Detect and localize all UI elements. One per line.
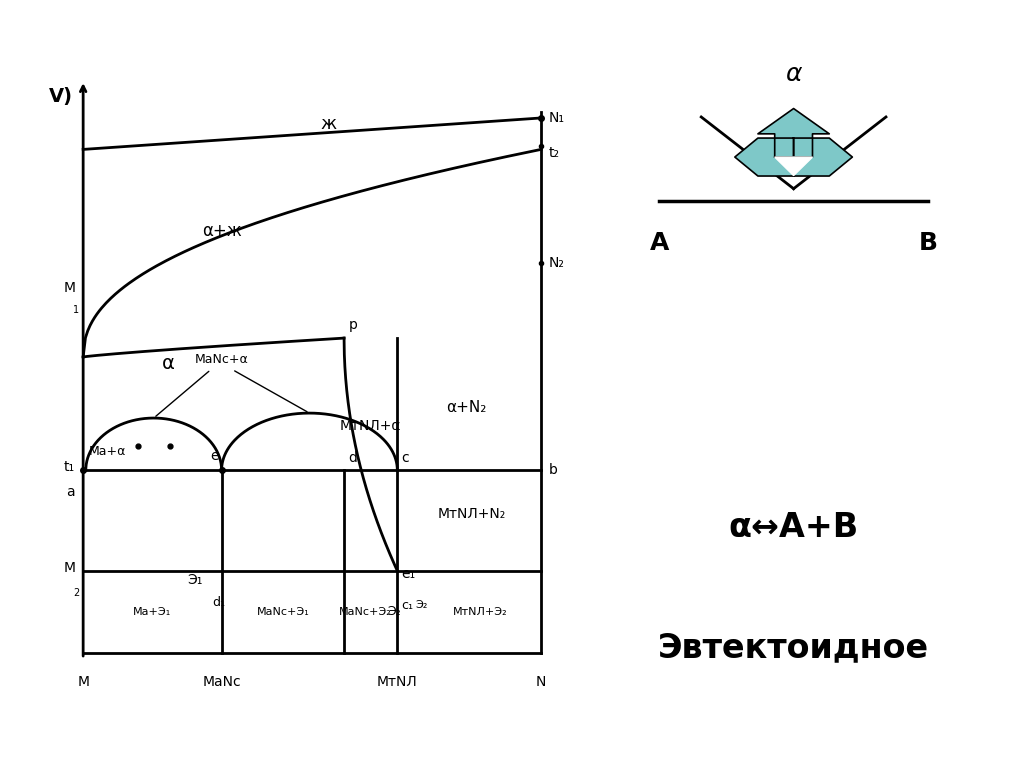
Text: Mа+Э₁: Mа+Э₁ (133, 607, 171, 617)
Text: MтNЛ+Э₂: MтNЛ+Э₂ (453, 607, 507, 617)
Polygon shape (758, 108, 829, 157)
Text: M: M (77, 675, 89, 689)
Text: c₁: c₁ (401, 599, 414, 612)
Text: α↔A+B: α↔A+B (728, 511, 859, 544)
Polygon shape (735, 138, 794, 176)
Text: α: α (785, 62, 802, 86)
Text: d: d (348, 451, 357, 465)
Text: t₂: t₂ (549, 146, 560, 160)
Text: B: B (919, 231, 937, 255)
Text: d₁: d₁ (212, 596, 225, 609)
Text: Э₁: Э₁ (187, 573, 203, 588)
Text: ж: ж (321, 115, 336, 133)
Polygon shape (775, 157, 812, 176)
Text: e₁: e₁ (401, 567, 416, 581)
Text: N₁: N₁ (549, 111, 565, 125)
Text: Э₂: Э₂ (415, 601, 427, 611)
Text: 1: 1 (74, 305, 80, 315)
Text: MаNс+α: MаNс+α (195, 354, 249, 367)
Text: MтNЛ+N₂: MтNЛ+N₂ (437, 507, 506, 522)
Text: e: e (210, 449, 219, 463)
Text: 2: 2 (73, 588, 80, 598)
Text: MтNЛ+α: MтNЛ+α (340, 419, 401, 433)
Text: α: α (162, 354, 175, 373)
Text: MаNс: MаNс (203, 675, 241, 689)
Text: c: c (401, 451, 410, 465)
Text: MаNс+Э₂: MаNс+Э₂ (339, 607, 392, 617)
Text: A: A (649, 231, 669, 255)
Text: Эвтектоидное: Эвтектоидное (658, 631, 929, 665)
Text: M: M (63, 561, 75, 574)
Text: MтNЛ: MтNЛ (377, 675, 418, 689)
Text: M: M (63, 281, 75, 295)
Text: MаNс+Э₁: MаNс+Э₁ (256, 607, 309, 617)
Text: V): V) (48, 87, 73, 106)
Text: p: p (348, 318, 357, 332)
Text: N: N (536, 675, 546, 689)
Polygon shape (794, 138, 852, 176)
Text: Mа+α: Mа+α (88, 445, 126, 458)
Text: α+ж: α+ж (202, 222, 242, 240)
Text: t₁: t₁ (65, 460, 75, 474)
Text: N₂: N₂ (549, 255, 565, 270)
Text: b: b (549, 463, 558, 477)
Text: a: a (67, 486, 75, 499)
Text: Э₂: Э₂ (388, 605, 401, 618)
Text: α+N₂: α+N₂ (446, 400, 486, 415)
